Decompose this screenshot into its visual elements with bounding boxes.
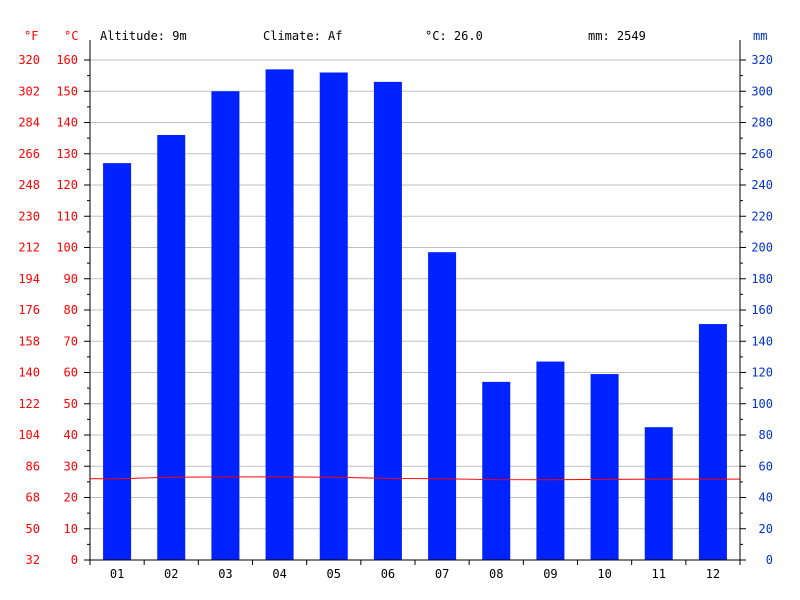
month-tick-label: 02 [164,567,178,581]
mm-tick-label: 140 [751,334,773,348]
mm-unit-label: mm [753,29,767,43]
precip-bar [319,72,348,560]
month-tick-label: 10 [597,567,611,581]
precip-bars [103,69,727,560]
mm-tick-label: 20 [759,522,773,536]
celsius-tick-label: 0 [71,553,78,567]
fahrenheit-tick-label: 212 [18,241,40,255]
mean-temp-label: °C: 26.0 [425,29,483,43]
climate-label: Climate: Af [263,29,342,43]
fahrenheit-tick-label: 248 [18,178,40,192]
celsius-tick-label: 110 [56,209,78,223]
fahrenheit-tick-label: 158 [18,334,40,348]
total-precip-label: mm: 2549 [588,29,646,43]
precip-bar [265,69,294,560]
mm-tick-label: 80 [759,428,773,442]
fahrenheit-tick-label: 122 [18,397,40,411]
mm-tick-label: 280 [751,116,773,130]
fahrenheit-tick-label: 320 [18,53,40,67]
celsius-tick-label: 70 [64,334,78,348]
month-tick-label: 06 [381,567,395,581]
celsius-tick-label: 130 [56,147,78,161]
precip-bar [482,381,511,560]
celsius-tick-label: 100 [56,241,78,255]
mm-tick-label: 120 [751,366,773,380]
fahrenheit-tick-label: 68 [26,491,40,505]
mm-tick-label: 220 [751,209,773,223]
precip-bar [698,324,727,560]
celsius-tick-label: 80 [64,303,78,317]
celsius-tick-label: 20 [64,491,78,505]
fahrenheit-tick-label: 86 [26,459,40,473]
fahrenheit-tick-label: 50 [26,522,40,536]
temperature-line [90,476,740,481]
celsius-tick-label: 150 [56,84,78,98]
month-tick-label: 05 [327,567,341,581]
fahrenheit-tick-label: 194 [18,272,40,286]
mm-tick-label: 320 [751,53,773,67]
celsius-tick-label: 30 [64,459,78,473]
precip-bar [536,361,565,560]
precip-bar [428,252,457,560]
mm-tick-label: 0 [766,553,773,567]
precip-bar [211,91,240,560]
month-tick-label: 09 [543,567,557,581]
mm-tick-label: 200 [751,241,773,255]
fahrenheit-tick-label: 32 [26,553,40,567]
month-tick-label: 07 [435,567,449,581]
mm-tick-label: 160 [751,303,773,317]
mm-tick-label: 100 [751,397,773,411]
precip-bar [157,135,186,560]
mm-tick-label: 300 [751,84,773,98]
celsius-tick-label: 90 [64,272,78,286]
celsius-tick-label: 140 [56,116,78,130]
fahrenheit-tick-label: 302 [18,84,40,98]
precip-bar [103,163,132,560]
celsius-unit-label: °C [64,29,78,43]
mm-tick-label: 260 [751,147,773,161]
celsius-tick-label: 60 [64,366,78,380]
month-tick-label: 04 [272,567,286,581]
celsius-tick-label: 50 [64,397,78,411]
precip-bar [590,374,619,560]
precip-bar [644,427,673,560]
fahrenheit-unit-label: °F [24,29,38,43]
fahrenheit-tick-label: 230 [18,209,40,223]
mm-tick-label: 180 [751,272,773,286]
mm-tick-label: 40 [759,491,773,505]
celsius-tick-label: 10 [64,522,78,536]
month-tick-label: 08 [489,567,503,581]
fahrenheit-tick-label: 266 [18,147,40,161]
fahrenheit-tick-label: 104 [18,428,40,442]
month-tick-label: 03 [218,567,232,581]
fahrenheit-tick-label: 140 [18,366,40,380]
month-tick-label: 12 [706,567,720,581]
precip-bar [373,81,402,560]
fahrenheit-tick-label: 176 [18,303,40,317]
celsius-tick-label: 120 [56,178,78,192]
fahrenheit-tick-label: 284 [18,116,40,130]
gridlines [90,59,740,561]
celsius-tick-label: 160 [56,53,78,67]
mm-tick-label: 240 [751,178,773,192]
mm-tick-label: 60 [759,459,773,473]
axes [84,40,746,565]
celsius-tick-label: 40 [64,428,78,442]
month-tick-label: 11 [652,567,666,581]
temperature-polyline [90,476,740,481]
altitude-label: Altitude: 9m [100,29,187,43]
month-tick-label: 01 [110,567,124,581]
